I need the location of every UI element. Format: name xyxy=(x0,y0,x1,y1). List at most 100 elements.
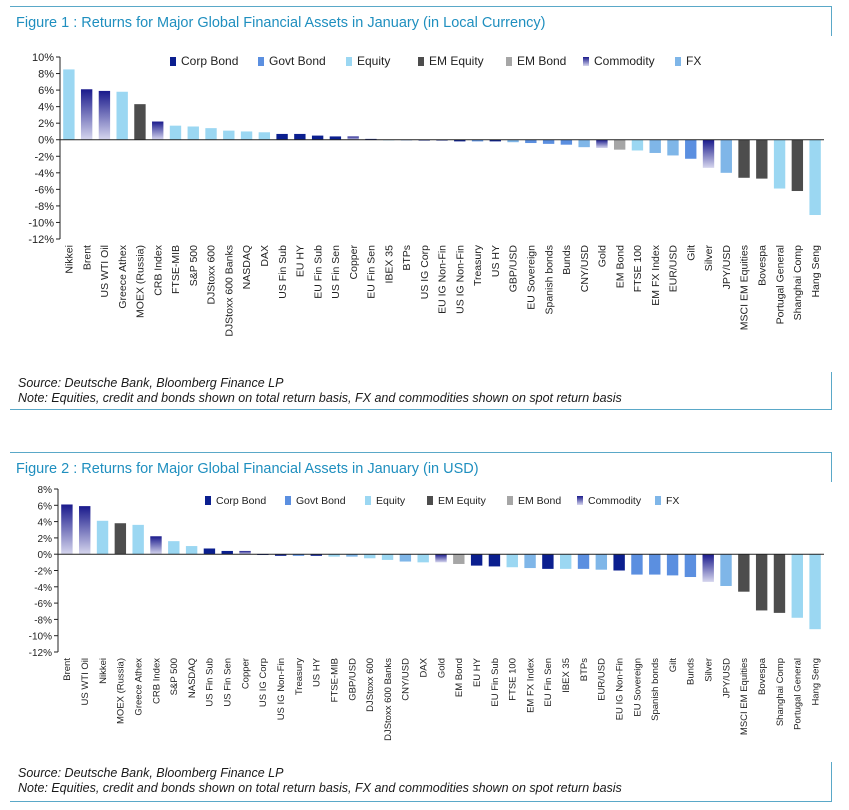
bar-us-fin-sub xyxy=(276,133,288,140)
category-label-us-ig-corp: US IG Corp xyxy=(258,658,269,707)
category-label-eu-ig-non-fin: EU IG Non-Fin xyxy=(437,245,449,314)
legend-label-fx: FX xyxy=(686,54,701,68)
bar-us-fin-sen xyxy=(329,136,342,140)
category-label-nikkei: Nikkei xyxy=(64,245,76,274)
category-label-hang-seng: Hang Seng xyxy=(810,658,821,706)
legend-label-corp-bond: Corp Bond xyxy=(216,495,266,507)
bar-greece-athex xyxy=(132,524,144,555)
bar-s-p-500 xyxy=(187,126,199,140)
bar-us-fin-sen xyxy=(221,550,233,555)
category-label-msci-em-equities: MSCI EM Equities xyxy=(739,658,750,735)
legend-swatch-govt-bond xyxy=(285,496,291,505)
figure-1-title: Figure 1 : Returns for Major Global Fina… xyxy=(16,15,546,31)
y-tick-label: 2% xyxy=(38,534,53,545)
figure-2-source: Source: Deutsche Bank, Bloomberg Finance… xyxy=(18,766,284,780)
legend-swatch-commodity xyxy=(577,496,583,505)
bar-msci-em-equities xyxy=(738,139,750,178)
category-label-ftse-mib: FTSE-MIB xyxy=(170,245,182,294)
category-label-gilt: Gilt xyxy=(685,245,697,261)
category-label-dax: DAX xyxy=(419,657,430,677)
bar-djstoxx-600 xyxy=(364,554,376,559)
category-label-silver: Silver xyxy=(704,658,715,682)
bar-eu-hy xyxy=(470,554,483,566)
category-label-eu-sovereign: EU Sovereign xyxy=(632,658,643,717)
bar-silver xyxy=(702,554,714,582)
category-label-cny-usd: CNY/USD xyxy=(579,245,591,293)
y-tick-label: 8% xyxy=(38,69,54,81)
figure-2-chart: 8% 6% 4% 2% 0% -2% -4% -6% -8% -10% -12% Brent US WT… xyxy=(29,485,824,741)
y-tick-label: -4% xyxy=(34,168,54,180)
legend-label-em-bond: EM Bond xyxy=(518,495,561,507)
category-label-eu-hy: EU HY xyxy=(295,245,307,277)
bar-bovespa xyxy=(756,139,768,179)
bar-ftse-100 xyxy=(631,139,644,151)
bar-djstoxx-600-banks xyxy=(223,130,235,140)
category-label-us-hy: US HY xyxy=(490,245,502,277)
category-label-em-bond: EM Bond xyxy=(454,658,465,697)
bar-gilt xyxy=(685,139,697,159)
legend-label-govt-bond: Govt Bond xyxy=(296,495,346,507)
bar-silver xyxy=(702,139,715,168)
bar-nikkei xyxy=(63,69,75,140)
bar-us-ig-non-fin xyxy=(274,554,287,556)
bar-msci-em-equities xyxy=(738,554,750,592)
bar-em-bond xyxy=(613,139,626,150)
figure-2-notes: Source: Deutsche Bank, Bloomberg Finance… xyxy=(10,762,832,802)
category-label-ftse-100: FTSE 100 xyxy=(508,658,519,701)
category-label-gold: Gold xyxy=(597,245,609,267)
category-label-ibex-35: IBEX 35 xyxy=(383,245,395,284)
category-label-treasury: Treasury xyxy=(472,244,484,286)
bar-djstoxx-600-banks xyxy=(381,554,394,560)
bar-moex-russia xyxy=(114,523,127,555)
bar-em-bond xyxy=(453,554,465,564)
figure-1-chart: 10% 8% 6% 4% 2% 0% -2% -4% -6% -8% -10% -12% Nikkei B… xyxy=(28,52,824,337)
bar-eu-ig-non-fin xyxy=(613,554,625,571)
bar-cny-usd xyxy=(578,139,590,148)
y-tick-label: 4% xyxy=(38,102,54,114)
bar-moex-russia xyxy=(134,104,146,140)
bar-cny-usd xyxy=(399,554,412,562)
legend-swatch-em-equity xyxy=(427,496,433,505)
category-label-bunds: Bunds xyxy=(686,658,697,685)
bar-us-ig-non-fin xyxy=(454,139,466,142)
category-label-eu-fin-sub: EU Fin Sub xyxy=(312,245,324,299)
category-label-em-fx-index: EM FX Index xyxy=(525,658,536,713)
bar-eu-fin-sen xyxy=(542,554,554,569)
category-label-portugal-general: Portugal General xyxy=(774,245,786,324)
bar-jpy-usd xyxy=(720,139,732,173)
figure-2-title-bar: Figure 2 : Returns for Major Global Fina… xyxy=(10,452,832,482)
category-label-jpy-usd: JPY/USD xyxy=(721,658,732,698)
y-tick-label: -10% xyxy=(29,632,52,643)
legend-swatch-fx xyxy=(675,57,681,66)
category-label-nikkei: Nikkei xyxy=(98,658,109,684)
category-label-btps: BTPs xyxy=(579,658,590,681)
legend-swatch-equity xyxy=(346,57,352,66)
bar-spanish-bonds xyxy=(542,139,555,144)
bar-gbp-usd xyxy=(507,139,519,143)
legend-label-govt-bond: Govt Bond xyxy=(269,54,326,68)
category-label-moex-russia: MOEX (Russia) xyxy=(116,658,127,724)
bar-hang-seng xyxy=(809,139,821,216)
bar-copper xyxy=(347,136,359,140)
bar-em-fx-index xyxy=(649,139,661,153)
bar-nasdaq xyxy=(240,131,253,140)
category-label-spanish-bonds: Spanish bonds xyxy=(650,658,661,721)
legend-swatch-em-bond xyxy=(506,57,512,66)
bar-crb-index xyxy=(150,536,162,555)
bar-hang-seng xyxy=(809,554,821,630)
legend-swatch-equity xyxy=(365,496,371,505)
bar-em-fx-index xyxy=(524,554,536,569)
category-label-greece-athex: Greece Athex xyxy=(133,658,144,716)
y-tick-label: -10% xyxy=(28,217,54,229)
category-label-ibex-35: IBEX 35 xyxy=(561,658,572,693)
category-label-us-fin-sub: US Fin Sub xyxy=(205,658,216,707)
category-label-gbp-usd: GBP/USD xyxy=(347,658,358,701)
bar-ftse-mib xyxy=(328,554,340,557)
category-label-em-bond: EM Bond xyxy=(614,245,626,288)
category-label-ftse-mib: FTSE-MIB xyxy=(329,658,340,702)
legend-swatch-corp-bond xyxy=(170,57,176,66)
bar-us-hy xyxy=(310,554,323,556)
legend-label-fx: FX xyxy=(666,495,679,507)
bar-nikkei xyxy=(96,520,109,555)
category-label-djstoxx-600: DJStoxx 600 xyxy=(206,245,218,305)
